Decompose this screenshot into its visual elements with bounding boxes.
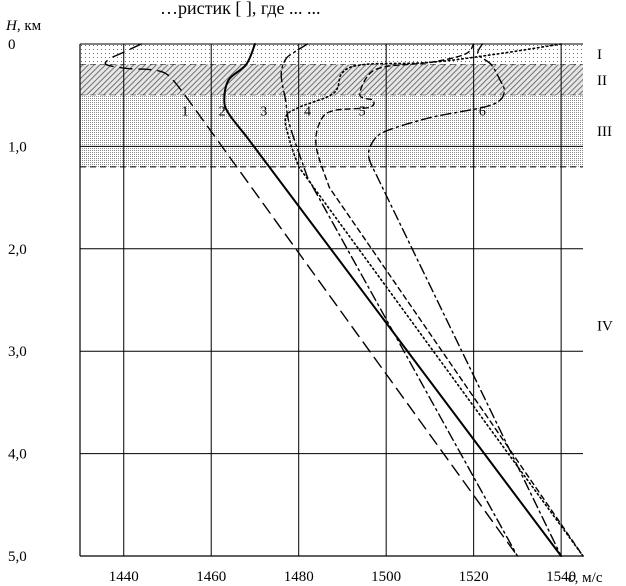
x-tick-label: 1480 [284, 569, 314, 585]
series-3-line [280, 43, 519, 557]
layer-label-I: I [597, 47, 602, 63]
layer-label-II: II [597, 73, 607, 89]
layer-label-III: III [597, 124, 612, 140]
y-axis-unit: , км [17, 18, 42, 34]
y-tick-label: 3,0 [8, 344, 27, 360]
y-tick-label: 1,0 [8, 139, 27, 155]
grid-lines [79, 43, 583, 557]
series-3-label: 3 [260, 105, 267, 120]
y-tick-label: 4,0 [8, 447, 27, 463]
series-1-label: 1 [181, 105, 188, 120]
curve-number-labels: 1 2 3 4 5 6 [181, 105, 485, 120]
series-5-label: 5 [359, 105, 366, 120]
layer-band-I [80, 44, 583, 65]
series-6-line [367, 43, 562, 557]
series-2-line [223, 43, 563, 557]
y-axis-symbol: H [5, 18, 18, 34]
x-axis-unit: , м/с [575, 570, 603, 586]
layer-band-III [80, 95, 583, 167]
x-tick-label: 1460 [196, 569, 226, 585]
series-6-label: 6 [479, 105, 486, 120]
x-tick-label: 1500 [371, 569, 401, 585]
water-layers [80, 44, 583, 168]
series-2-label: 2 [219, 105, 226, 120]
series-4-label: 4 [304, 105, 311, 120]
series-4-line [284, 43, 584, 557]
x-tick-label: 1520 [459, 569, 489, 585]
layer-band-II [80, 64, 583, 96]
y-axis-label: H, км [5, 18, 42, 34]
y-tick-label: 2,0 [8, 242, 27, 258]
y-tick-label: 0 [8, 37, 16, 53]
x-axis-tick-labels: 1440 1460 1480 1500 1520 1540 [109, 569, 576, 585]
y-axis-tick-labels: 0 1,0 2,0 3,0 4,0 5,0 [8, 37, 27, 565]
y-tick-label: 5,0 [8, 549, 27, 565]
series-5-line [315, 43, 584, 557]
series-1-line [104, 43, 519, 557]
layer-label-IV: IV [597, 319, 613, 335]
x-tick-label: 1540 [546, 569, 576, 585]
truncated-caption-text: …ристик [ ], где ... ... [160, 0, 321, 18]
x-tick-label: 1440 [109, 569, 139, 585]
x-axis-symbol: c [568, 570, 575, 586]
x-axis-label: c, м/с [568, 570, 603, 586]
sound-speed-curves [104, 43, 584, 557]
